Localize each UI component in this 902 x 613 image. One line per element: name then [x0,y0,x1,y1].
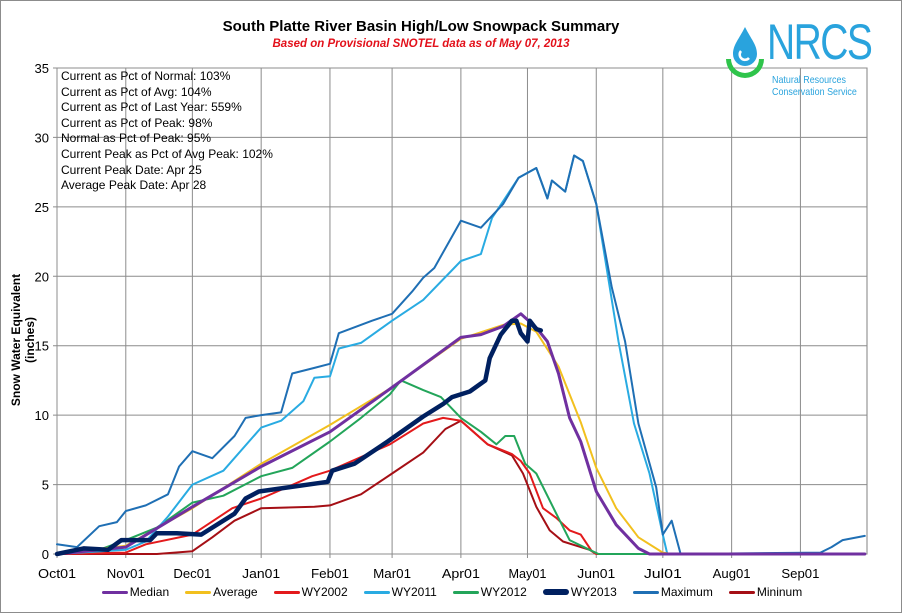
x-tick-label: May01 [508,567,546,581]
legend-label: Median [129,585,170,599]
y-tick-label: 30 [35,130,49,145]
y-tick-label: 0 [42,547,49,562]
legend-item-maximum: Maximum [632,585,713,599]
legend-label: Average [213,585,258,599]
logo-line-2: Conservation Service [772,86,857,98]
legend: Median Average WY2002 WY2011 WY2012 WY2013 Max… [1,585,901,599]
annotation: Current as Pct of Last Year: 559% [61,100,242,115]
chart-subtitle: Based on Provisional SNOTEL data as of M… [272,38,570,50]
legend-swatch [542,589,569,595]
legend-item-wy2002: WY2002 [273,585,348,599]
legend-swatch [632,590,659,594]
x-tick-label: Jul01 [644,567,682,581]
annotation: Current as Pct of Normal: 103% [61,69,231,83]
annotation: Current Peak Date: Apr 25 [61,162,202,177]
legend-item-mininum: Mininum [728,585,803,599]
series-line-mininum [56,419,866,555]
legend-item-median: Median [101,585,170,599]
y-tick-label: 25 [35,200,49,215]
legend-swatch [728,590,755,594]
x-tick-label: Jun01 [577,567,615,581]
legend-label: Mininum [756,585,803,599]
x-tick-label: Jan01 [242,567,280,581]
x-tick-label: Nov01 [107,567,145,581]
water-drop-icon [726,27,764,78]
series-line-wy2012 [56,379,866,555]
x-tick-label: Dec01 [173,567,211,581]
annotation: Normal as Pct of Peak: 95% [61,131,212,146]
annotation: Average Peak Date: Apr 28 [61,178,207,193]
series-line-wy2002 [56,416,866,555]
series-line-wy2011 [56,154,866,555]
legend-item-wy2011: WY2011 [363,585,437,599]
legend-swatch [452,590,479,594]
x-tick-label: Aug01 [713,567,751,581]
chart-title: South Platte River Basin High/Low Snowpa… [222,18,620,35]
nrcs-logo: NRCS Natural Resources Conservation Serv… [723,14,873,99]
x-tick-label: Sep01 [781,567,819,581]
annotation: Current as Pct of Peak: 98% [61,115,213,130]
legend-swatch [363,590,390,594]
x-tick-label: Oct01 [38,567,76,581]
legend-swatch [273,590,300,594]
legend-item-wy2012: WY2012 [452,585,527,599]
legend-label: WY2012 [480,585,527,599]
legend-label: Maximum [660,585,713,599]
logo-subtitle: Natural Resources Conservation Service [772,74,857,98]
y-tick-label: 10 [35,408,49,423]
legend-item-wy2013: WY2013 [542,585,617,599]
x-tick-label: Feb01 [311,567,349,581]
logo-line-1: Natural Resources [772,74,846,86]
logo-text: NRCS [767,14,873,70]
legend-label: WY2013 [570,585,617,599]
y-tick-label: 35 [35,61,49,76]
y-tick-label: 20 [35,269,49,284]
y-tick-label: 15 [35,339,49,354]
legend-swatch [101,590,128,594]
y-axis-label: Snow Water Equivalent (inches) [9,273,37,407]
y-tick-label: 5 [42,478,49,493]
x-tick-label: Mar01 [373,567,411,581]
legend-label: WY2002 [301,585,348,599]
series-line-wy2013 [54,318,544,557]
legend-item-average: Average [185,585,258,599]
legend-label: WY2011 [391,585,437,599]
statistics-annotations: Current as Pct of Normal: 103% Current a… [61,69,273,194]
x-tick-label: Apr01 [442,567,480,581]
annotation: Current as Pct of Avg: 104% [61,84,212,99]
annotation: Current Peak as Pct of Avg Peak: 102% [61,146,273,161]
legend-swatch [185,590,212,594]
series-line-maximum [56,154,866,555]
